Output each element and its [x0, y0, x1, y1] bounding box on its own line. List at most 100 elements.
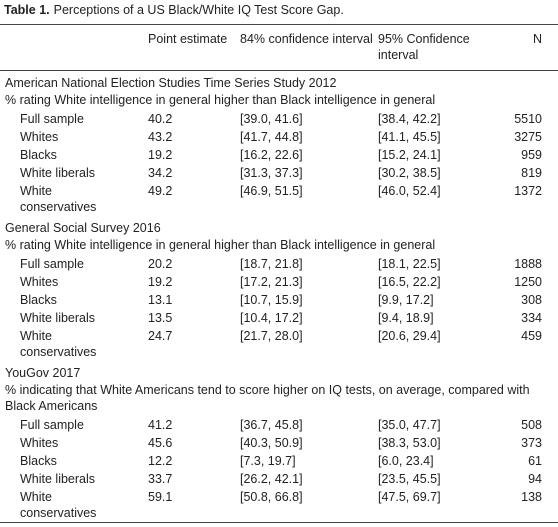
column-header: 95% Confidence interval	[378, 24, 498, 71]
row-label: Blacks	[20, 148, 57, 162]
ci-84: [21.7, 28.0]	[240, 329, 303, 343]
data-row: Whites 19.2 [17.2, 21.3] [16.5, 22.2] 1250	[0, 273, 558, 291]
row-label: Full sample	[20, 257, 84, 271]
ci-84: [10.4, 17.2]	[240, 311, 303, 325]
row-label: Whites	[20, 436, 59, 450]
point-estimate: 12.2	[148, 454, 173, 468]
data-row: White conservatives 59.1 [50.8, 66.8] [47.5…	[0, 488, 558, 523]
data-table: Point estimate 84% confidence interval 95%…	[0, 24, 558, 523]
sample-size: 308	[521, 293, 542, 307]
point-estimate: 49.2	[148, 184, 173, 198]
point-estimate: 24.7	[148, 329, 173, 343]
sample-size: 959	[521, 148, 542, 162]
row-label: White liberals	[20, 166, 96, 180]
sample-size: 5510	[514, 112, 542, 126]
data-row: Blacks 19.2 [16.2, 22.6] [15.2, 24.1] 959	[0, 146, 558, 164]
section-title: American National Election Studies Time …	[5, 76, 337, 90]
point-estimate: 19.2	[148, 148, 173, 162]
section-title-row: General Social Survey 2016	[0, 216, 558, 237]
data-row: Full sample 40.2 [39.0, 41.6] [38.4, 42.2] 5…	[0, 110, 558, 128]
data-row: White liberals 13.5 [10.4, 17.2] [9.4, 18.9…	[0, 309, 558, 327]
sample-size: 3275	[514, 130, 542, 144]
ci-95: [20.6, 29.4]	[378, 329, 441, 343]
ci-95: [9.4, 18.9]	[378, 311, 434, 325]
ci-84: [41.7, 44.8]	[240, 130, 303, 144]
section-title-row: YouGov 2017	[0, 361, 558, 382]
section-description: % rating White intelligence in general h…	[5, 238, 436, 252]
point-estimate: 45.6	[148, 436, 173, 450]
section-description-row: % rating White intelligence in general h…	[0, 92, 558, 110]
section-description-row: % rating White intelligence in general h…	[0, 237, 558, 255]
section-title-row: American National Election Studies Time …	[0, 71, 558, 93]
ci-84: [39.0, 41.6]	[240, 112, 303, 126]
ci-95: [47.5, 69.7]	[378, 488, 498, 523]
point-estimate: 59.1	[148, 488, 240, 523]
column-header: N	[498, 24, 558, 71]
table-caption: Table 1. Perceptions of a US Black/White …	[4, 3, 344, 17]
ci-95: [15.2, 24.1]	[378, 148, 441, 162]
ci-84: [46.9, 51.5]	[240, 184, 303, 198]
sample-size: 334	[521, 311, 542, 325]
data-row: Full sample 41.2 [36.7, 45.8] [35.0, 47.7] 5…	[0, 416, 558, 434]
column-header: 84% confidence interval	[240, 24, 378, 71]
ci-84: [31.3, 37.3]	[240, 166, 303, 180]
point-estimate: 40.2	[148, 112, 173, 126]
table-title: Perceptions of a US Black/White IQ Test …	[53, 3, 344, 17]
sample-size: 508	[521, 418, 542, 432]
row-label: Full sample	[20, 112, 84, 126]
data-row: White conservatives 24.7 [21.7, 28.0] [20.6…	[0, 327, 558, 361]
sample-size: 1250	[514, 275, 542, 289]
point-estimate: 43.2	[148, 130, 173, 144]
row-label: Full sample	[20, 418, 84, 432]
sample-size: 459	[521, 329, 542, 343]
table-header: Point estimate 84% confidence interval 95%…	[0, 24, 558, 71]
header-cell	[0, 24, 148, 71]
point-estimate: 20.2	[148, 257, 173, 271]
row-label: Blacks	[20, 293, 57, 307]
data-row: Blacks 12.2 [7.3, 19.7] [6.0, 23.4] 61	[0, 452, 558, 470]
ci-84: [18.7, 21.8]	[240, 257, 303, 271]
sample-size: 1372	[514, 184, 542, 198]
ci-84: [7.3, 19.7]	[240, 454, 296, 468]
ci-95: [46.0, 52.4]	[378, 184, 441, 198]
sample-size: 1888	[514, 257, 542, 271]
row-label: White conservatives	[20, 329, 97, 359]
ci-95: [30.2, 38.5]	[378, 166, 441, 180]
row-label: White conservatives	[0, 488, 148, 523]
data-row: Full sample 20.2 [18.7, 21.8] [18.1, 22.5] 1…	[0, 255, 558, 273]
data-row: Whites 43.2 [41.7, 44.8] [41.1, 45.5] 3275	[0, 128, 558, 146]
row-label: Blacks	[20, 454, 57, 468]
ci-95: [35.0, 47.7]	[378, 418, 441, 432]
row-label: White liberals	[20, 472, 96, 486]
data-row: White conservatives 49.2 [46.9, 51.5] [46.0…	[0, 182, 558, 216]
section-description: % rating White intelligence in general h…	[5, 93, 436, 107]
data-row: Blacks 13.1 [10.7, 15.9] [9.9, 17.2] 308	[0, 291, 558, 309]
sample-size: 61	[528, 454, 542, 468]
ci-95: [6.0, 23.4]	[378, 454, 434, 468]
row-label: White liberals	[20, 311, 96, 325]
header-row: Point estimate 84% confidence interval 95%…	[0, 24, 558, 71]
row-label: White conservatives	[20, 184, 97, 214]
ci-95: [38.4, 42.2]	[378, 112, 441, 126]
column-header: Point estimate	[148, 24, 240, 71]
ci-84: [17.2, 21.3]	[240, 275, 303, 289]
data-row: Whites 45.6 [40.3, 50.9] [38.3, 53.0] 373	[0, 434, 558, 452]
point-estimate: 34.2	[148, 166, 173, 180]
ci-84: [26.2, 42.1]	[240, 472, 303, 486]
row-label: Whites	[20, 275, 59, 289]
section-description-row: % indicating that White Americans tend t…	[0, 382, 558, 416]
point-estimate: 33.7	[148, 472, 173, 486]
ci-95: [9.9, 17.2]	[378, 293, 434, 307]
ci-95: [18.1, 22.5]	[378, 257, 441, 271]
section-title: General Social Survey 2016	[5, 221, 161, 235]
ci-95: [23.5, 45.5]	[378, 472, 441, 486]
row-label: Whites	[20, 130, 59, 144]
ci-84: [50.8, 66.8]	[240, 488, 378, 523]
ci-95: [38.3, 53.0]	[378, 436, 441, 450]
table-body: American National Election Studies Time …	[0, 71, 558, 523]
data-row: White liberals 34.2 [31.3, 37.3] [30.2, 38.…	[0, 164, 558, 182]
ci-95: [41.1, 45.5]	[378, 130, 441, 144]
point-estimate: 13.1	[148, 293, 173, 307]
sample-size: 94	[528, 472, 542, 486]
